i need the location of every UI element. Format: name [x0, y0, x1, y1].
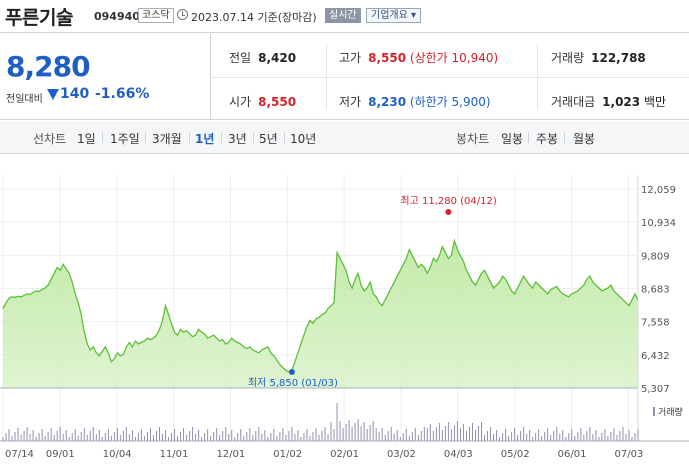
x-tick-label: 04/03 [444, 449, 473, 460]
stock-header: 푸른기술 094940 코스닥 2023.07.14 기준(장마감) 실시간 기… [0, 0, 689, 33]
high-annotation: 최고 11,280 (04/12) [400, 195, 496, 207]
y-tick-label: 5,307 [641, 384, 670, 395]
divider [537, 44, 538, 110]
trade-value-cell: 거래대금 1,023 백만 [551, 93, 666, 110]
x-tick-label: 07/14 [5, 449, 34, 460]
tab-1d[interactable]: 1일 [77, 132, 96, 146]
stock-name: 푸른기술 [5, 7, 73, 29]
market-badge: 코스닥 [138, 8, 174, 23]
volume-label: 거래량 [551, 51, 585, 65]
low-value: 8,230 [368, 95, 407, 109]
high-label: 고가 [339, 51, 362, 65]
price-chart-svg: 12,059 10,934 9,809 8,683 7,558 6,432 5,307 07/… [0, 175, 689, 460]
tab-3m[interactable]: 3개월 [152, 132, 182, 146]
change-value: 140 [60, 86, 90, 102]
x-tick-label: 12/01 [216, 449, 245, 460]
upper-limit: (상한가 10,940) [409, 51, 499, 65]
low-label: 저가 [339, 95, 362, 109]
volume-legend-swatch [653, 407, 655, 416]
candle-chart-label: 봉차트 [456, 132, 490, 146]
open-cell: 시가 8,550 [229, 93, 296, 110]
tab-1w[interactable]: 1주일 [110, 132, 140, 146]
volume-value: 122,788 [591, 51, 646, 65]
prev-close-label: 전일 [229, 51, 252, 65]
high-cell: 고가 8,550 (상한가 10,940) [339, 49, 498, 66]
tab-10y[interactable]: 10년 [290, 132, 317, 146]
chart-period-tabs: 선차트 1일 1주일 3개월 1년 3년 5년 10년 봉차트 일봉 주봉 월봉 [0, 121, 689, 154]
divider [211, 77, 689, 78]
price-chart[interactable]: 12,059 10,934 9,809 8,683 7,558 6,432 5,307 07/… [0, 155, 689, 469]
open-label: 시가 [229, 95, 252, 109]
x-tick-label: 11/01 [160, 449, 189, 460]
tab-separator [284, 132, 285, 143]
price-summary: 8,280 전일대비 140 -1.66% 전일 8,420 시가 8,550 고가… [0, 34, 689, 120]
high-value: 8,550 [368, 51, 407, 65]
y-tick-label: 6,432 [641, 351, 670, 362]
x-tick-label: 01/02 [273, 449, 302, 460]
x-tick-label: 06/01 [558, 449, 587, 460]
tab-separator [221, 132, 222, 143]
tab-separator [528, 132, 529, 143]
stock-code: 094940 [94, 10, 140, 23]
x-tick-label: 09/01 [46, 449, 75, 460]
change-label: 전일대비 [6, 94, 43, 105]
x-tick-label: 07/03 [614, 449, 643, 460]
high-marker [445, 208, 452, 215]
y-tick-label: 8,683 [641, 285, 670, 296]
low-cell: 저가 8,230 (하한가 5,900) [339, 93, 491, 110]
low-marker [288, 368, 295, 375]
volume-cell: 거래량 122,788 [551, 49, 646, 66]
tab-separator [145, 132, 146, 143]
tab-separator [189, 132, 190, 143]
prev-close-value: 8,420 [258, 51, 297, 65]
volume-legend: 거래량 [658, 406, 683, 418]
down-arrow-icon [47, 89, 59, 100]
current-price-box: 8,280 전일대비 140 -1.66% [0, 34, 211, 120]
base-date: 2023.07.14 기준(장마감) [191, 11, 317, 24]
trade-value-label: 거래대금 [551, 95, 596, 109]
price-area [3, 240, 638, 388]
clock-icon [177, 9, 188, 20]
lower-limit: (하한가 5,900) [409, 95, 491, 109]
open-value: 8,550 [258, 95, 297, 109]
realtime-button[interactable]: 실시간 [325, 8, 361, 23]
tab-5y[interactable]: 5년 [259, 132, 278, 146]
y-tick-label: 9,809 [641, 251, 670, 262]
price-line [2, 238, 639, 373]
current-price: 8,280 [6, 50, 91, 83]
x-tick-label: 05/02 [501, 449, 530, 460]
y-tick-label: 10,934 [641, 218, 676, 229]
prev-close-cell: 전일 8,420 [229, 49, 296, 66]
y-tick-label: 12,059 [641, 185, 676, 196]
tab-separator [102, 132, 103, 143]
line-chart-label: 선차트 [33, 132, 67, 146]
y-tick-label: 7,558 [641, 318, 670, 329]
tab-3y[interactable]: 3년 [228, 132, 247, 146]
company-overview-button[interactable]: 기업개요 ▾ [366, 8, 421, 23]
tab-1y[interactable]: 1년 [195, 132, 215, 146]
tab-daily[interactable]: 일봉 [501, 132, 524, 146]
x-tick-label: 10/04 [103, 449, 132, 460]
low-annotation: 최저 5,850 (01/03) [248, 377, 338, 389]
x-tick-label: 02/01 [330, 449, 359, 460]
tab-separator [253, 132, 254, 143]
divider [326, 44, 327, 110]
tab-weekly[interactable]: 주봉 [536, 132, 559, 146]
trade-value: 1,023 [602, 95, 641, 109]
trade-value-unit: 백만 [643, 95, 667, 109]
change-percent: -1.66% [95, 86, 150, 102]
tab-separator [564, 132, 565, 143]
tab-monthly[interactable]: 월봉 [573, 132, 596, 146]
x-tick-label: 03/02 [387, 449, 416, 460]
